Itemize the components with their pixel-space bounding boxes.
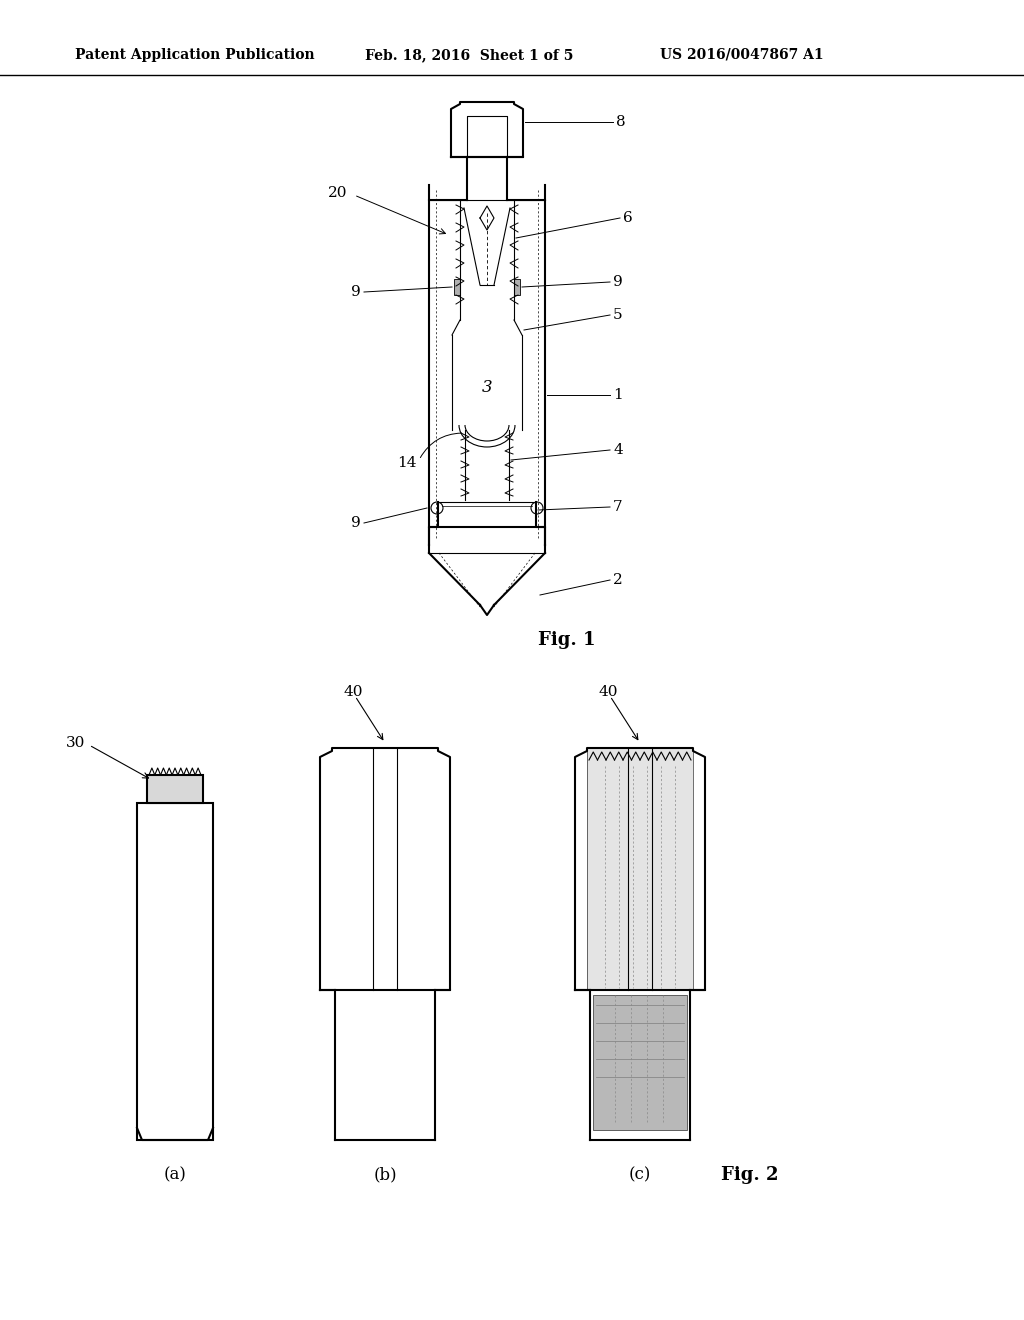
Bar xyxy=(587,748,693,990)
Text: 4: 4 xyxy=(613,444,623,457)
Text: 30: 30 xyxy=(66,737,85,750)
Text: 3: 3 xyxy=(481,379,493,396)
Text: 40: 40 xyxy=(598,685,617,700)
Bar xyxy=(587,748,693,990)
Text: Fig. 1: Fig. 1 xyxy=(539,631,596,649)
Text: Patent Application Publication: Patent Application Publication xyxy=(75,48,314,62)
Text: 9: 9 xyxy=(351,285,361,300)
Text: 14: 14 xyxy=(397,455,417,470)
Text: (a): (a) xyxy=(164,1167,186,1184)
Text: Fig. 2: Fig. 2 xyxy=(721,1166,778,1184)
Text: 5: 5 xyxy=(613,308,623,322)
Text: (b): (b) xyxy=(373,1167,397,1184)
Text: 9: 9 xyxy=(613,275,623,289)
Bar xyxy=(454,279,460,294)
Text: Feb. 18, 2016  Sheet 1 of 5: Feb. 18, 2016 Sheet 1 of 5 xyxy=(365,48,573,62)
Bar xyxy=(593,995,687,1130)
Text: 2: 2 xyxy=(613,573,623,587)
Text: 1: 1 xyxy=(613,388,623,403)
Bar xyxy=(137,803,213,1140)
Text: 7: 7 xyxy=(613,500,623,513)
Bar xyxy=(514,279,520,294)
Text: 8: 8 xyxy=(616,115,626,129)
Text: US 2016/0047867 A1: US 2016/0047867 A1 xyxy=(660,48,823,62)
Text: 6: 6 xyxy=(623,211,633,224)
Text: 40: 40 xyxy=(343,685,362,700)
Bar xyxy=(147,775,203,803)
Text: (c): (c) xyxy=(629,1167,651,1184)
Text: 20: 20 xyxy=(328,186,347,201)
Text: 9: 9 xyxy=(351,516,361,531)
